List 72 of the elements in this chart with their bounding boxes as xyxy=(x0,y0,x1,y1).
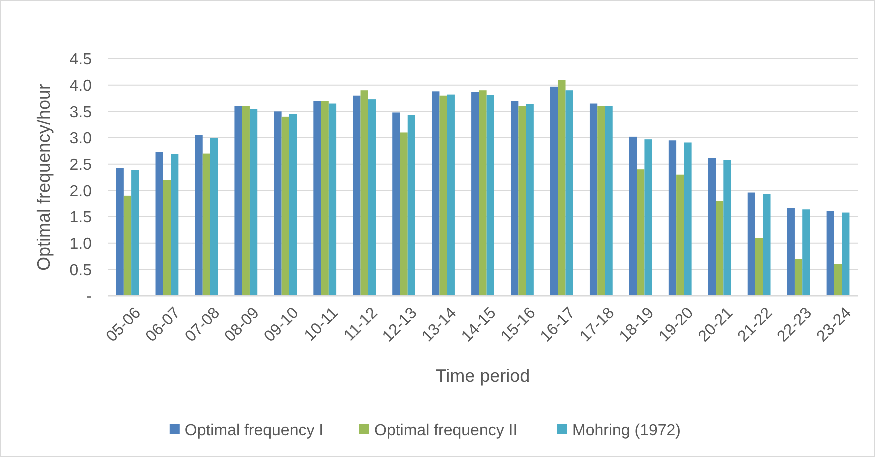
bar xyxy=(447,94,455,296)
bar xyxy=(479,90,487,296)
bar xyxy=(242,106,250,296)
legend-label: Mohring (1972) xyxy=(572,422,681,440)
bar xyxy=(842,212,850,296)
bar xyxy=(132,170,140,296)
bar xyxy=(408,115,416,296)
bar xyxy=(756,238,764,296)
bar xyxy=(834,264,842,296)
y-tick-label: 0.5 xyxy=(70,262,92,280)
x-axis-title: Time period xyxy=(436,366,530,386)
bar xyxy=(321,101,329,296)
bar xyxy=(518,106,526,296)
bar xyxy=(289,114,298,296)
bar xyxy=(202,154,210,296)
bar xyxy=(432,92,440,296)
bar xyxy=(116,168,124,296)
bar xyxy=(676,174,684,296)
bar xyxy=(368,100,376,296)
bar xyxy=(171,154,179,296)
y-tick-label: 3.0 xyxy=(70,130,92,148)
bar xyxy=(708,158,716,296)
bar xyxy=(486,95,494,296)
bar xyxy=(605,106,613,296)
legend-label: Optimal frequency II xyxy=(374,422,518,440)
bar xyxy=(668,140,677,296)
bar xyxy=(598,106,606,296)
bar xyxy=(392,112,400,296)
bar xyxy=(440,96,448,296)
bar xyxy=(526,104,534,296)
bar xyxy=(328,104,337,296)
legend-label: Optimal frequency I xyxy=(184,422,324,440)
bar xyxy=(124,196,132,296)
bar xyxy=(400,132,408,296)
bar xyxy=(210,138,218,296)
bar xyxy=(826,211,834,296)
y-tick-label: 1.0 xyxy=(70,236,92,253)
bar xyxy=(234,106,242,296)
bar xyxy=(590,104,598,296)
bar xyxy=(763,194,771,296)
bar xyxy=(644,140,652,296)
y-axis-title: Optimal frequency/hour xyxy=(34,84,54,272)
bar xyxy=(353,96,361,296)
bar xyxy=(314,101,322,296)
y-tick-label: 2.0 xyxy=(70,183,92,200)
bar xyxy=(716,201,724,296)
bar xyxy=(637,170,645,296)
bar xyxy=(802,210,810,296)
bar xyxy=(274,112,282,296)
y-tick-label: 4.5 xyxy=(70,52,92,69)
bar xyxy=(787,208,795,296)
bar xyxy=(250,109,258,296)
bar xyxy=(550,86,558,296)
bar xyxy=(511,101,519,296)
bar xyxy=(156,152,164,296)
y-tick-label: - xyxy=(86,288,92,306)
bar xyxy=(558,80,566,296)
bar xyxy=(684,142,692,296)
bar xyxy=(724,160,732,296)
bar xyxy=(472,92,480,296)
bar xyxy=(748,192,756,296)
bar xyxy=(163,180,172,296)
bar xyxy=(360,90,368,296)
y-tick-label: 3.5 xyxy=(70,104,92,122)
bar xyxy=(195,135,203,296)
bar xyxy=(566,90,574,296)
y-tick-label: 1.5 xyxy=(70,210,92,227)
y-tick-label: 2.5 xyxy=(70,156,92,174)
bar xyxy=(282,116,290,296)
bar xyxy=(794,259,803,296)
bar xyxy=(629,136,638,296)
y-tick-label: 4.0 xyxy=(70,78,92,95)
